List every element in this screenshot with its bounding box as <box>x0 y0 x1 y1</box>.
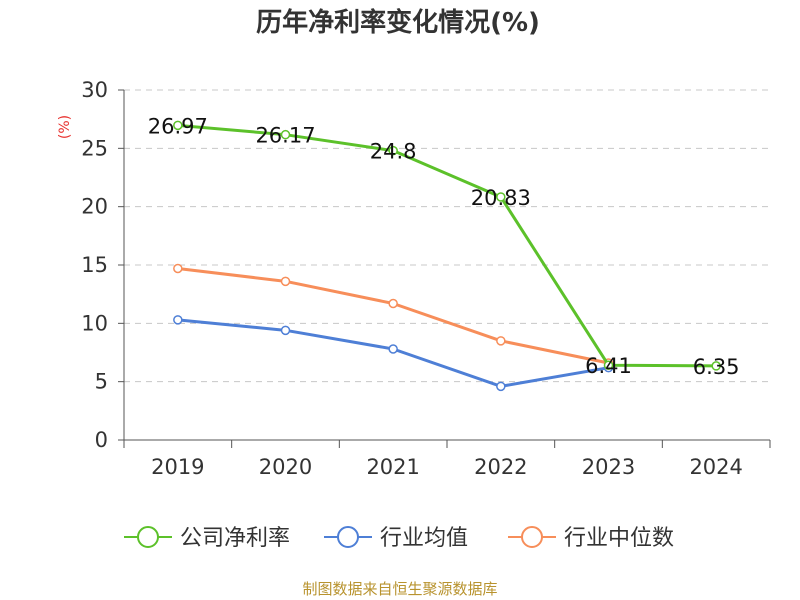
source-note: 制图数据来自恒生聚源数据库 <box>302 580 497 598</box>
x-tick-label-2023: 2023 <box>582 455 635 479</box>
series-0-point-2019 <box>173 120 183 131</box>
series-lines <box>173 120 721 392</box>
data-labels: 26.97 26.17 24.8 20.83 6.41 6.35 <box>148 114 740 379</box>
series-0-point-2024 <box>711 361 721 371</box>
y-tick-label-10: 10 <box>81 311 108 335</box>
series-1-point-2021 <box>388 344 398 354</box>
legend-item-0[interactable]: 公司净利率 <box>124 526 290 551</box>
x-tick-label-2021: 2021 <box>366 455 419 479</box>
series-line-0 <box>177 123 717 368</box>
legend-marker-1 <box>337 526 359 548</box>
legend-label-0: 公司净利率 <box>180 526 290 551</box>
series-1-point-2020 <box>280 325 291 336</box>
series-2-point-2022 <box>496 336 506 346</box>
y-tick-label-25: 25 <box>81 136 108 160</box>
y-tick-label-30: 30 <box>81 78 108 102</box>
y-tick-label-20: 20 <box>81 195 108 219</box>
series-1-point-2022 <box>496 381 506 392</box>
x-tick-label-2019: 2019 <box>151 455 204 479</box>
y-tick-label-15: 15 <box>81 253 108 277</box>
series-2-point-2019 <box>173 263 183 274</box>
y-tick-label-5: 5 <box>95 370 108 394</box>
legend-item-1[interactable]: 行业均值 <box>324 526 468 551</box>
data-label-2019: 26.97 <box>148 114 208 138</box>
x-tick-label-2020: 2020 <box>259 455 312 479</box>
series-0-point-2020 <box>280 129 291 140</box>
x-tick-label-2022: 2022 <box>474 455 527 479</box>
y-axis-label: (%) <box>57 115 73 139</box>
series-0-point-2021 <box>388 145 398 156</box>
series-2-point-2020 <box>280 276 291 287</box>
series-2-point-2021 <box>388 298 398 309</box>
gridlines <box>124 89 770 383</box>
data-label-2020: 26.17 <box>255 124 315 148</box>
chart-title: 历年净利率变化情况(%) <box>256 7 540 38</box>
data-label-2021: 24.8 <box>370 140 417 164</box>
data-label-2023: 6.41 <box>585 354 632 378</box>
x-tick-label-2024: 2024 <box>689 455 742 479</box>
legend-marker-2 <box>521 526 543 548</box>
legend-item-2[interactable]: 行业中位数 <box>508 526 674 551</box>
series-0-point-2022 <box>496 192 506 202</box>
data-label-2022: 20.83 <box>471 186 531 210</box>
legend-label-1: 行业均值 <box>380 526 468 551</box>
y-tick-label-0: 0 <box>95 428 108 452</box>
series-0-point-2023 <box>603 360 614 370</box>
series-1-point-2019 <box>173 315 183 325</box>
legend[interactable]: 公司净利率 行业均值 行业中位数 <box>124 526 674 551</box>
data-label-2024: 6.35 <box>693 355 740 379</box>
legend-marker-0 <box>137 526 159 548</box>
legend-label-2: 行业中位数 <box>564 526 674 551</box>
axes: 0 5 10 15 20 25 30 2019 2020 2021 2022 2023 2024 <box>81 78 771 479</box>
